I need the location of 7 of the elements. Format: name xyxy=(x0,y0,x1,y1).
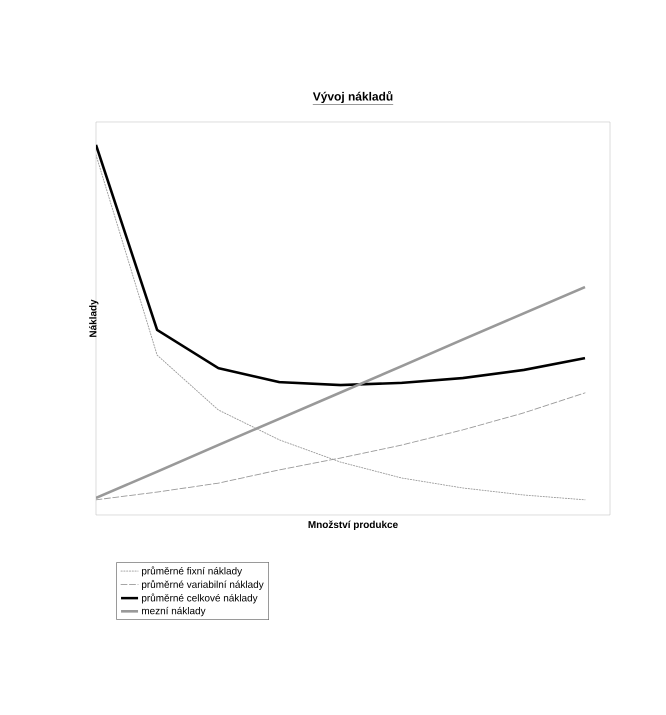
legend-label: mezní náklady xyxy=(142,606,206,616)
legend-label: průměrné fixní náklady xyxy=(142,566,242,576)
chart-title: Vývoj nákladů xyxy=(312,90,392,104)
legend-label: průměrné variabilní náklady xyxy=(142,580,264,590)
legend-label: průměrné celkové náklady xyxy=(142,593,258,604)
y-axis-title: Náklady xyxy=(89,299,98,337)
x-axis-title: Množství produkce xyxy=(308,520,398,530)
